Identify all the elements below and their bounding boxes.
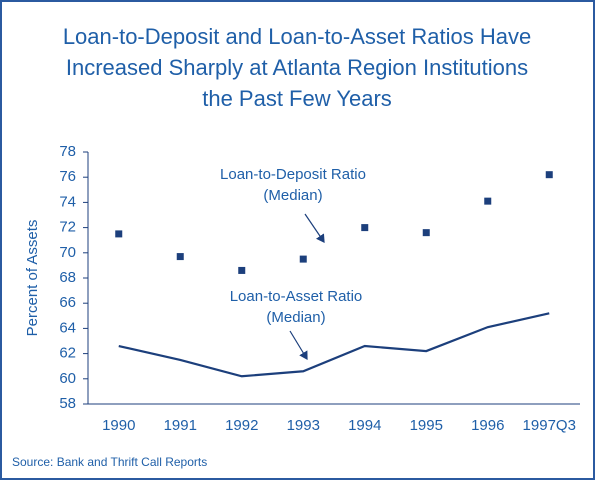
chart-title: Increased Sharply at Atlanta Region Inst…	[66, 55, 528, 80]
marker	[545, 171, 553, 179]
y-tick-label: 68	[59, 269, 76, 286]
x-tick-label: 1990	[102, 417, 135, 434]
marker	[238, 266, 246, 274]
x-tick-label: 1994	[348, 417, 381, 434]
y-tick-label: 76	[59, 168, 76, 185]
chart-title: the Past Few Years	[202, 86, 392, 111]
y-tick-label: 60	[59, 370, 76, 387]
y-tick-label: 72	[59, 219, 76, 236]
marker	[422, 229, 430, 237]
marker	[176, 253, 184, 261]
annotation: Loan-to-Deposit Ratio	[220, 166, 366, 183]
source: Source: Bank and Thrift Call Reports	[12, 455, 207, 469]
chart-title: Loan-to-Deposit and Loan-to-Asset Ratios…	[63, 24, 531, 49]
marker	[299, 255, 307, 263]
y-tick-label: 62	[59, 345, 76, 362]
y-tick-label: 74	[59, 193, 76, 210]
x-tick-label: 1997Q3	[523, 417, 576, 434]
y-tick-label: 66	[59, 294, 76, 311]
x-tick-label: 1993	[287, 417, 320, 434]
arrow	[289, 330, 308, 361]
y-tick-label: 78	[59, 143, 76, 160]
x-tick-label: 1992	[225, 417, 258, 434]
x-tick-label: 1991	[164, 417, 197, 434]
x-tick-label: 1995	[410, 417, 443, 434]
annotation: Loan-to-Asset Ratio	[230, 288, 363, 305]
x-tick-label: 1996	[471, 417, 504, 434]
marker	[115, 230, 123, 238]
y-axis-label: Percent of Assets	[24, 220, 41, 337]
arrow	[304, 213, 325, 243]
marker	[361, 224, 369, 232]
y-tick-label: 64	[59, 319, 76, 336]
y-tick-label: 70	[59, 244, 76, 261]
marker	[484, 197, 492, 205]
line	[118, 312, 550, 378]
annotation: (Median)	[266, 309, 325, 326]
y-tick-label: 58	[59, 395, 76, 412]
annotation: (Median)	[263, 187, 322, 204]
